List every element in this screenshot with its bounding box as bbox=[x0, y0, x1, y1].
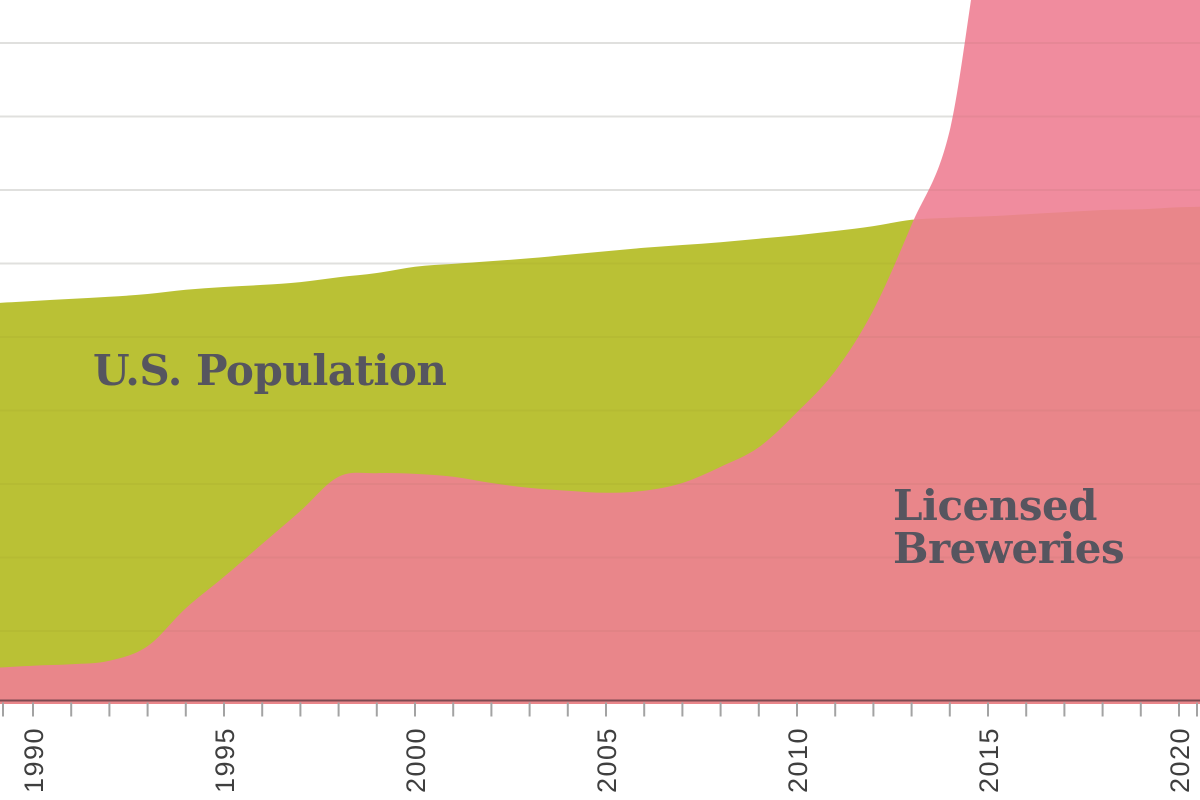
x-axis-ticks bbox=[2, 702, 1198, 717]
gridlines-overlay bbox=[0, 42, 1200, 632]
x-tick-label-1995: 1995 bbox=[210, 727, 240, 793]
x-tick-label-2005: 2005 bbox=[592, 727, 622, 793]
x-tick-label-1990: 1990 bbox=[19, 727, 49, 793]
x-tick-label-2015: 2015 bbox=[974, 727, 1004, 793]
us-population-label: U.S. Population bbox=[93, 346, 447, 395]
x-tick-label-2000: 2000 bbox=[401, 727, 431, 793]
x-axis-tick-labels: 1990 1995 2000 2005 2010 2015 2020 bbox=[19, 727, 1195, 793]
licensed-breweries-label: Licensed Breweries bbox=[893, 481, 1125, 573]
x-tick-label-2020: 2020 bbox=[1165, 727, 1195, 793]
x-tick-label-2010: 2010 bbox=[783, 727, 813, 793]
licensed-breweries-area bbox=[0, 0, 1200, 704]
